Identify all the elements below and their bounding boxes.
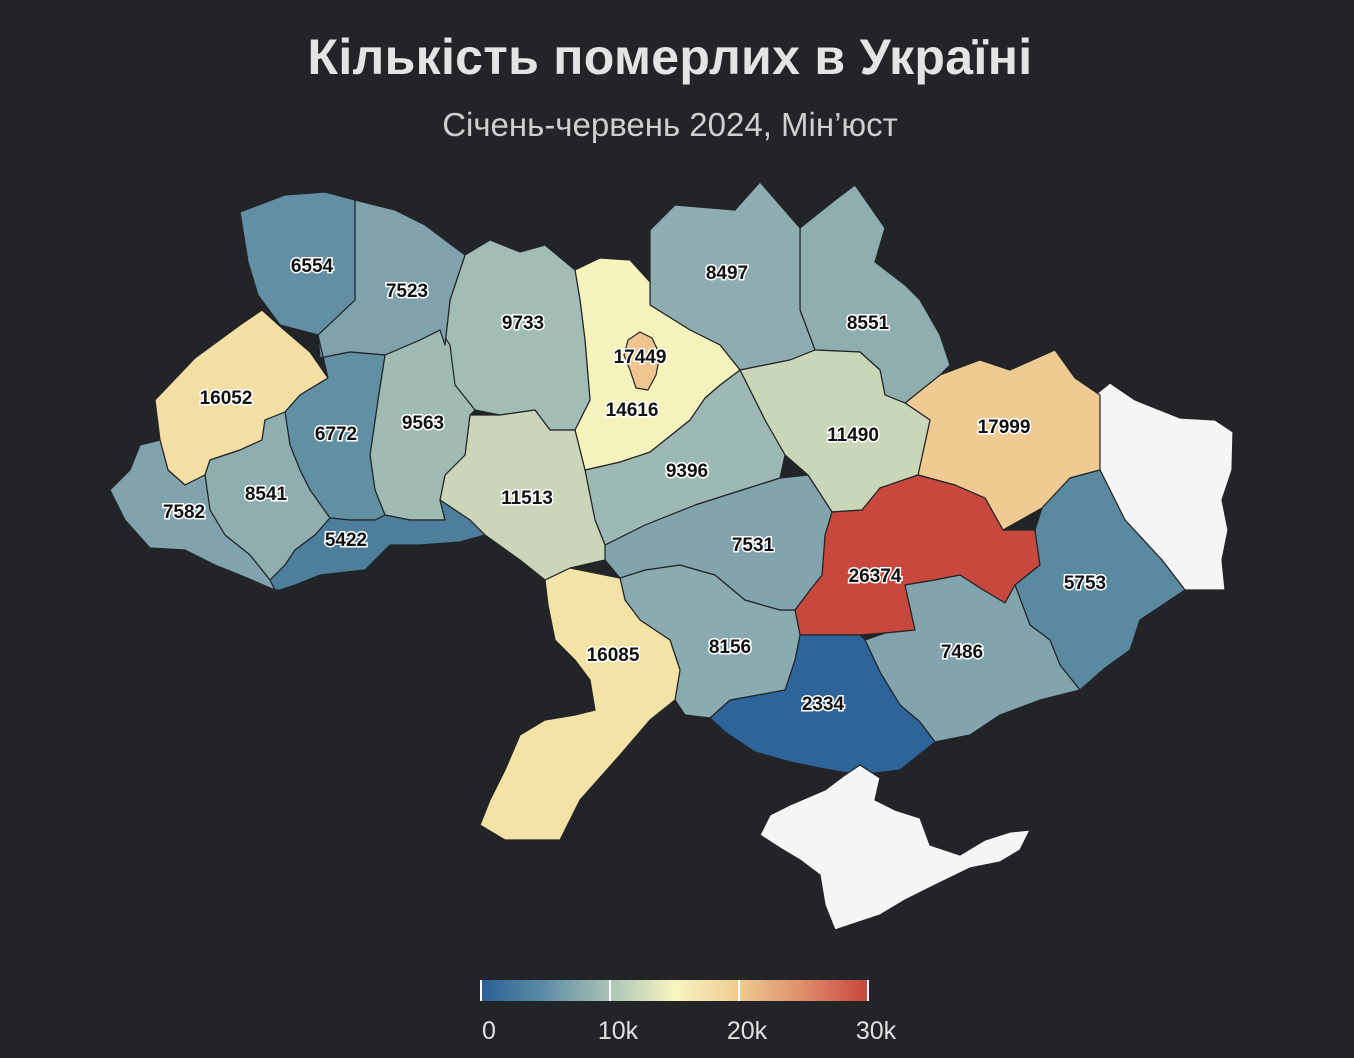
- region-kyiv-city[interactable]: [623, 331, 661, 391]
- region-value-kharkiv: 17999: [978, 417, 1031, 438]
- legend-tick-label: 20k: [726, 1017, 768, 1045]
- legend-tick: [609, 980, 611, 1001]
- region-value-mykolaiv: 8156: [709, 637, 751, 658]
- region-donetsk[interactable]: [1014, 469, 1186, 691]
- region-value-lviv: 16052: [200, 388, 253, 409]
- region-value-volyn: 6554: [291, 256, 334, 277]
- region-value-sumy: 8551: [847, 313, 890, 334]
- region-value-kirovohrad: 7531: [732, 535, 775, 556]
- region-poltava[interactable]: [739, 349, 931, 513]
- region-chernivtsi[interactable]: [269, 499, 486, 591]
- region-zakarpattia[interactable]: [109, 439, 276, 591]
- region-value-dnipropetrovsk: 26374: [849, 566, 902, 587]
- legend-tick: [738, 980, 740, 1001]
- legend-color-bar: [481, 980, 868, 1001]
- region-value-kyiv-oblast: 14616: [606, 400, 659, 421]
- legend-tick-label: 0: [482, 1017, 496, 1045]
- legend-tick: [867, 980, 869, 1001]
- region-value-zaporizhzhia: 7486: [941, 642, 983, 663]
- region-value-kyiv-city: 17449: [614, 347, 667, 368]
- region-value-poltava: 11490: [827, 425, 879, 446]
- region-value-ivano-frankivsk: 8541: [245, 484, 288, 505]
- region-value-odesa: 16085: [587, 645, 640, 666]
- legend-tick: [480, 980, 482, 1001]
- region-value-cherkasy: 9396: [666, 461, 708, 482]
- region-value-chernivtsi: 5422: [325, 530, 367, 551]
- region-value-khmelnytskyi: 9563: [402, 413, 444, 434]
- region-value-kherson: 2334: [802, 694, 845, 715]
- map-title: Кількість померлих в Україні: [307, 29, 1033, 85]
- legend-tick-label: 10k: [597, 1017, 639, 1045]
- region-odesa[interactable]: [479, 567, 681, 841]
- region-value-zhytomyr: 9733: [502, 313, 544, 334]
- region-value-rivne: 7523: [386, 281, 428, 302]
- region-value-vinnytsia: 11513: [501, 488, 553, 509]
- region-value-chernihiv: 8497: [706, 263, 748, 284]
- region-value-ternopil: 6772: [315, 424, 357, 445]
- region-crimea[interactable]: [759, 764, 1031, 931]
- region-volyn[interactable]: [239, 191, 356, 336]
- region-value-donetsk: 5753: [1064, 573, 1106, 594]
- region-value-zakarpattia: 7582: [163, 502, 205, 523]
- map-subtitle: Січень-червень 2024, Мін’юст: [442, 106, 898, 143]
- legend-tick-label: 30k: [855, 1017, 897, 1045]
